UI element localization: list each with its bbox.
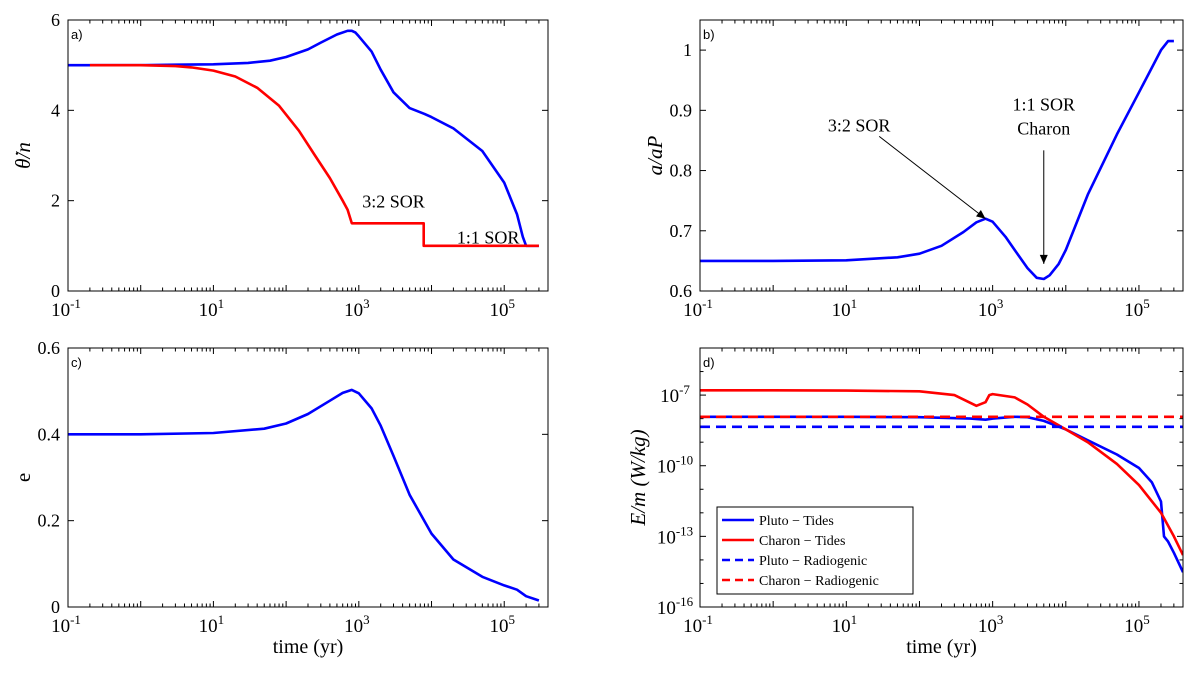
x-tick-label: 10-1 xyxy=(683,296,713,321)
x-tick-label: 101 xyxy=(832,296,858,321)
x-tick-label: 103 xyxy=(978,296,1004,321)
panel-b: 10-1 101 103 105 0.6 0.7 0.8 0.9 1 b) 3:2 SOR 1:1 S… xyxy=(643,19,1184,321)
y-axis-label: θ̇/n xyxy=(11,142,35,169)
x-tick-label: 101 xyxy=(199,612,225,637)
y-tick-label: 10-7 xyxy=(660,382,690,407)
series-group xyxy=(700,388,1183,573)
x-tick-label: 101 xyxy=(832,612,858,637)
x-axis-label: time (yr) xyxy=(906,636,977,658)
series-charon-tides xyxy=(700,388,1183,556)
y-axis-label: a/aP xyxy=(643,136,667,176)
panel-label: b) xyxy=(703,27,715,42)
series-charon xyxy=(89,63,539,248)
annotation-arrowhead xyxy=(975,210,986,219)
x-tick-label: 101 xyxy=(199,296,225,321)
y-tick-label: 10-16 xyxy=(657,594,694,619)
x-tick-label: 103 xyxy=(344,296,370,321)
series-group xyxy=(68,388,540,602)
y-tick-label: 10-10 xyxy=(657,453,693,478)
series-group xyxy=(700,39,1174,281)
annotation-label: 1:1 SOR xyxy=(1013,94,1076,114)
annotation-label: 3:2 SOR xyxy=(828,115,891,135)
panel-c: 10-1 101 103 105 0 0.2 0.4 0.6 c) time (yr) e xyxy=(11,338,549,658)
y-tick-label: 4 xyxy=(51,100,60,120)
annotation-arrow xyxy=(878,136,986,220)
panel-label: d) xyxy=(703,355,715,370)
y-tick-label: 1 xyxy=(683,40,692,60)
annotation-arrowhead xyxy=(1039,254,1048,264)
x-axis-label: time (yr) xyxy=(273,636,344,658)
legend-label: Charon − Tides xyxy=(759,534,845,549)
panel-label: a) xyxy=(71,27,83,42)
legend-label: Pluto − Radiogenic xyxy=(759,554,867,569)
y-tick-label: 10-13 xyxy=(657,523,693,548)
x-tick-label: 103 xyxy=(344,612,370,637)
y-tick-label: 0.9 xyxy=(670,100,693,120)
y-tick-label: 2 xyxy=(51,191,60,211)
legend: Pluto − Tides Charon − Tides Pluto − Radio… xyxy=(716,506,914,595)
annotation-label: 3:2 SOR xyxy=(362,191,425,211)
y-tick-label: 6 xyxy=(51,10,60,30)
x-tick-label: 105 xyxy=(489,612,515,637)
panel-a: 10-1 101 103 105 0 2 4 6 a) 3:2 SOR 1:1 SOR θ̇/n xyxy=(11,10,549,321)
y-axis-label: E/m (W/kg) xyxy=(626,429,650,526)
series-group xyxy=(68,29,539,248)
x-tick-label: 105 xyxy=(489,296,515,321)
axes-frame xyxy=(67,347,549,608)
axes-frame xyxy=(67,19,549,292)
series-orbit xyxy=(700,39,1174,281)
y-tick-label: 0.6 xyxy=(670,281,693,301)
series-pluto xyxy=(68,29,539,248)
y-tick-label: 0.4 xyxy=(38,424,61,444)
y-tick-label: 0.6 xyxy=(38,338,61,358)
axes-frame xyxy=(699,347,1184,608)
x-tick-label: 10-1 xyxy=(51,612,81,637)
x-tick-label: 105 xyxy=(1124,296,1150,321)
y-tick-label: 0.8 xyxy=(670,161,693,181)
annotation-label: 1:1 SOR xyxy=(457,228,520,248)
x-tick-label: 10-1 xyxy=(51,296,81,321)
x-tick-label: 105 xyxy=(1124,612,1150,637)
axes-frame xyxy=(699,19,1184,292)
panel-label: c) xyxy=(71,355,82,370)
y-tick-label: 0.2 xyxy=(38,511,61,531)
legend-label: Charon − Radiogenic xyxy=(759,574,879,589)
y-axis-label: e xyxy=(11,473,35,482)
y-tick-label: 0 xyxy=(51,281,60,301)
panel-d: 10-1 101 103 105 10-16 10-13 10-10 10-7 d) time (… xyxy=(626,347,1184,658)
x-tick-label: 10-1 xyxy=(683,612,713,637)
annotation-label: Charon xyxy=(1017,118,1070,138)
series-eccentricity xyxy=(68,388,540,602)
y-tick-label: 0.7 xyxy=(670,221,693,241)
y-tick-label: 0 xyxy=(51,597,60,617)
legend-label: Pluto − Tides xyxy=(759,514,834,529)
x-tick-label: 103 xyxy=(978,612,1004,637)
